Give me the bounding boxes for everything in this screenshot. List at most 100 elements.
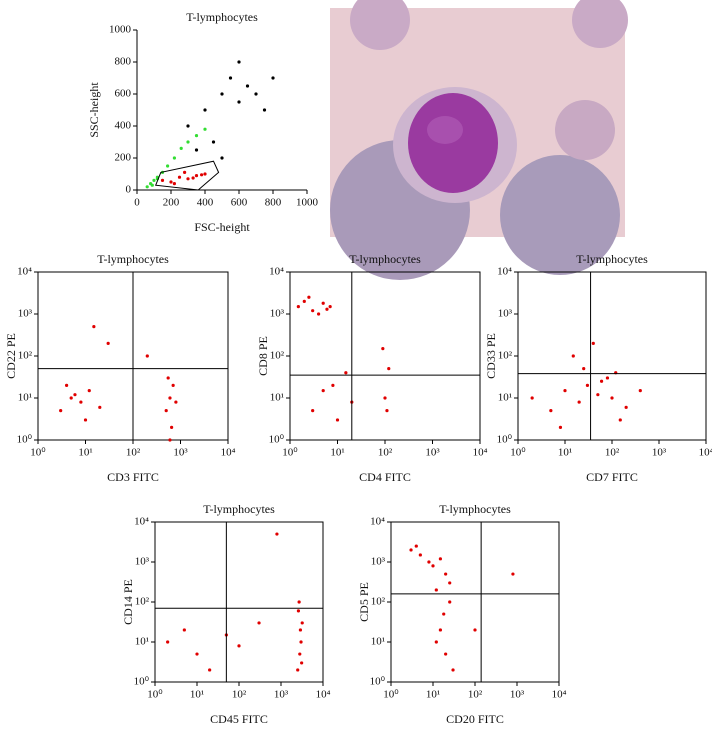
x-tick-label: 10³: [510, 689, 525, 701]
x-tick-label: 10³: [425, 447, 440, 459]
data-point: [150, 183, 154, 187]
y-tick-label: 400: [115, 120, 132, 132]
data-point: [511, 572, 515, 576]
data-point: [605, 376, 610, 380]
x-tick-label: 600: [231, 197, 248, 209]
data-point: [257, 621, 261, 625]
data-point: [186, 124, 190, 128]
y-tick-label: 800: [115, 56, 132, 68]
x-tick-label: 10⁰: [282, 447, 298, 459]
data-point: [638, 389, 642, 393]
data-point: [451, 668, 455, 672]
plot-frame: [289, 271, 481, 441]
x-tick-label: 0: [134, 197, 140, 209]
data-point: [177, 175, 182, 179]
data-point: [169, 180, 173, 184]
x-tick-label: 10¹: [190, 689, 204, 701]
data-point: [79, 400, 83, 404]
data-point: [211, 140, 216, 144]
data-point: [59, 409, 63, 413]
data-point: [171, 383, 175, 387]
x-tick-label: 200: [163, 197, 180, 209]
data-point: [160, 178, 165, 182]
y-tick-label: 10⁰: [269, 434, 285, 446]
y-tick-label: 10¹: [498, 392, 512, 404]
data-point: [599, 379, 604, 383]
x-tick-label: 10²: [468, 689, 483, 701]
y-tick-label: 10³: [18, 308, 33, 320]
x-tick-label: 10⁰: [383, 689, 399, 701]
data-point: [321, 301, 325, 305]
red-cell: [555, 100, 615, 160]
data-point: [164, 409, 168, 413]
data-point: [297, 600, 301, 604]
data-point: [208, 668, 212, 672]
y-tick-label: 10¹: [135, 636, 149, 648]
x-tick-label: 10²: [378, 447, 393, 459]
chart-title: T-lymphocytes: [97, 252, 169, 266]
data-point: [328, 305, 332, 309]
data-point: [186, 177, 190, 181]
y-axis-label: CD8 PE: [256, 336, 270, 376]
data-point: [434, 640, 438, 644]
data-point: [325, 307, 329, 311]
data-point: [624, 405, 628, 409]
data-point: [194, 148, 199, 152]
data-point: [427, 560, 431, 564]
data-point: [434, 588, 438, 592]
data-point: [431, 564, 435, 568]
data-point: [172, 182, 176, 186]
x-tick-label: 10⁴: [699, 447, 712, 459]
red-cell: [350, 0, 410, 50]
data-point: [311, 309, 315, 313]
data-point: [237, 60, 241, 64]
data-point: [448, 600, 452, 604]
data-point: [296, 305, 300, 309]
data-point: [296, 668, 300, 672]
data-point: [577, 400, 581, 404]
x-axis-label: CD45 FITC: [210, 712, 268, 726]
data-point: [203, 127, 207, 131]
y-tick-label: 10²: [18, 350, 33, 362]
data-point: [172, 156, 176, 160]
y-tick-label: 10⁰: [134, 676, 150, 688]
data-point: [591, 341, 595, 345]
y-tick-label: 200: [115, 152, 132, 164]
y-tick-label: 600: [115, 88, 132, 100]
data-point: [448, 581, 452, 585]
data-point: [558, 425, 563, 429]
x-tick-label: 10¹: [78, 447, 92, 459]
x-tick-label: 10³: [652, 447, 667, 459]
data-point: [186, 140, 190, 144]
y-axis-label: CD33 PE: [484, 333, 498, 379]
x-tick-label: 400: [197, 197, 214, 209]
data-point: [414, 544, 418, 548]
chart-title: T-lymphocytes: [203, 502, 275, 516]
data-point: [64, 383, 69, 387]
data-point: [73, 393, 77, 397]
data-point: [183, 170, 187, 174]
data-point: [299, 640, 303, 644]
data-point: [69, 396, 73, 400]
x-tick-label: 10²: [232, 689, 247, 701]
data-point: [442, 612, 446, 616]
data-point: [298, 652, 302, 656]
y-tick-label: 10⁰: [497, 434, 513, 446]
data-point: [262, 108, 267, 112]
x-tick-label: 10⁴: [221, 447, 236, 459]
data-point: [195, 652, 199, 656]
data-point: [245, 84, 250, 88]
x-tick-label: 10⁴: [552, 689, 567, 701]
data-point: [438, 628, 442, 632]
data-point: [335, 418, 340, 422]
chromatin: [427, 116, 463, 144]
data-point: [194, 174, 199, 178]
data-point: [271, 76, 275, 80]
data-point: [444, 572, 448, 576]
y-tick-label: 10¹: [371, 636, 385, 648]
y-axis-label: SSC-height: [87, 82, 101, 138]
data-point: [473, 628, 477, 632]
data-point: [383, 396, 387, 400]
y-tick-label: 10⁴: [370, 516, 385, 528]
data-point: [228, 76, 233, 80]
